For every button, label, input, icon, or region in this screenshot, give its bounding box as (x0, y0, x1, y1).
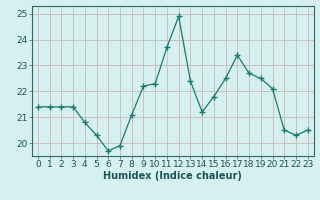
X-axis label: Humidex (Indice chaleur): Humidex (Indice chaleur) (103, 171, 242, 181)
